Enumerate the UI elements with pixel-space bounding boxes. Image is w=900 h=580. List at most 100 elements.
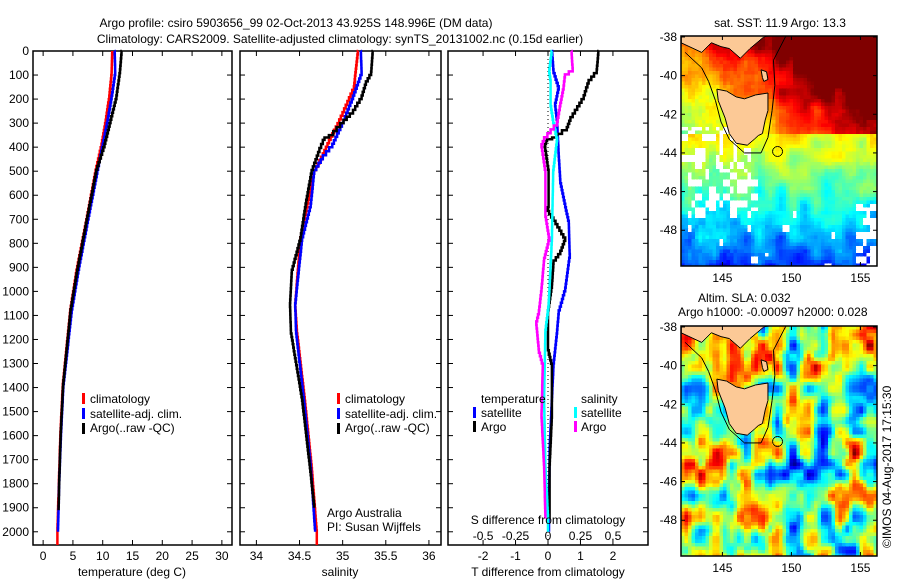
x-tick-label: 36 [422, 549, 436, 563]
x-tick-label: 10 [96, 549, 110, 563]
sla-map [681, 326, 877, 556]
figure-title-line2: Climatology: CARS2009. Satellite-adjuste… [97, 32, 583, 46]
sst-map-axes: 145 150 155 -38 -40 -42 -44 -46 -48 [660, 30, 871, 285]
y-tick-label: 200 [9, 92, 29, 106]
x-tick-label: 35 [336, 549, 350, 563]
legend-swatch-s-argo [574, 421, 577, 432]
legend-label: Argo [581, 420, 607, 434]
map-lat-label: -38 [660, 30, 678, 44]
y-tick-label: 1900 [2, 501, 29, 515]
map-lon-label: 155 [850, 561, 870, 575]
legend-swatch-climatology [337, 393, 340, 404]
x-tick-label: -2 [478, 549, 489, 563]
legend-swatch-satellite [337, 408, 340, 419]
y-tick-label: 600 [9, 188, 29, 202]
y-tick-label: 100 [9, 68, 29, 82]
x2-tick-label: -0.25 [502, 529, 530, 543]
annotation-pi: PI: Susan Wijffels [327, 520, 421, 534]
series-line-salinity-satellite [542, 49, 559, 532]
legend-label: satellite [481, 406, 522, 420]
sla-map-title-line1: Altim. SLA: 0.032 [698, 291, 791, 305]
legend-label: climatology [90, 392, 150, 406]
plot-frame [239, 50, 442, 546]
map-lon-label: 150 [781, 561, 801, 575]
map-lat-label: -42 [660, 397, 678, 411]
temperature-panel: 0100200300400500600700800900100011001200… [2, 44, 233, 563]
x-tick-label: 2 [610, 549, 617, 563]
series-line-argo-raw-qc- [57, 49, 123, 511]
legend-group-title: temperature [481, 392, 546, 406]
x-tick-label: 0 [40, 549, 47, 563]
legend-group-title: salinity [581, 392, 618, 406]
y-tick-label: 0 [22, 44, 29, 58]
y-tick-label: 1100 [3, 308, 29, 322]
legend-swatch-s-satellite [574, 407, 577, 418]
temperature-xlabel: temperature (deg C) [78, 565, 186, 579]
y-tick-label: 700 [9, 212, 29, 226]
series-line-temperature-argo [543, 49, 600, 519]
x-tick-label: 0 [545, 549, 552, 563]
map-lon-label: 150 [781, 271, 801, 285]
x-tick-label: 34 [250, 549, 264, 563]
y-tick-label: 1000 [2, 284, 29, 298]
legend-swatch-satellite [82, 408, 85, 419]
legend-label: satellite-adj. clim. [90, 407, 182, 421]
salinity-panel: 34 34.5 35 35.5 36 [239, 49, 442, 563]
x2-tick-label: 0.5 [605, 529, 622, 543]
map-lon-label: 145 [712, 561, 732, 575]
y-tick-label: 1300 [2, 357, 29, 371]
map-lat-label: -40 [660, 69, 678, 83]
t-difference-xlabel: T difference from climatology [471, 565, 625, 579]
map-lat-label: -46 [660, 185, 678, 199]
series-line-argo-raw-qc- [288, 49, 374, 508]
x2-tick-label: -0.5 [473, 529, 494, 543]
legend-label: Argo(..raw -QC) [90, 421, 175, 435]
map-lat-label: -44 [660, 436, 678, 450]
legend-swatch-argo [82, 423, 85, 434]
map-lat-label: -44 [660, 146, 678, 160]
temperature-legend: climatology satellite-adj. clim. Argo(..… [82, 392, 182, 435]
map-lat-label: -40 [660, 359, 678, 373]
x-tick-label: 35.5 [374, 549, 398, 563]
y-tick-label: 800 [9, 236, 29, 250]
map-lat-label: -42 [660, 107, 678, 121]
legend-label: satellite-adj. clim. [345, 407, 437, 421]
x2-tick-label: 0.25 [569, 529, 593, 543]
map-lat-label: -46 [660, 475, 678, 489]
x-tick-label: 1 [577, 549, 584, 563]
map-lon-label: 155 [850, 271, 870, 285]
sst-map [681, 36, 877, 266]
legend-label: satellite [581, 406, 622, 420]
x-tick-label: 5 [70, 549, 77, 563]
x-tick-label: 20 [156, 549, 170, 563]
sla-map-axes: 145 150 155 -38 -40 -42 -44 -46 -48 [660, 320, 871, 575]
figure-title-line1: Argo profile: csiro 5903656_99 02-Oct-20… [100, 16, 493, 30]
salinity-legend: climatology satellite-adj. clim. Argo(..… [337, 392, 437, 435]
y-tick-label: 500 [9, 164, 29, 178]
y-tick-label: 1600 [2, 429, 29, 443]
legend-swatch-climatology [82, 393, 85, 404]
s-difference-xlabel: S difference from climatology [471, 513, 626, 527]
y-tick-label: 300 [9, 116, 29, 130]
y-tick-label: 1700 [2, 453, 29, 467]
x-tick-label: 30 [215, 549, 229, 563]
x-tick-label: 34.5 [288, 549, 312, 563]
sst-map-title: sat. SST: 11.9 Argo: 13.3 [714, 16, 846, 30]
credit-text: ©IMOS 04-Aug-2017 17:15:30 [880, 385, 894, 548]
map-lon-label: 145 [712, 271, 732, 285]
salinity-xlabel: salinity [322, 565, 359, 579]
annotation-program: Argo Australia [327, 506, 402, 520]
x-tick-label: 15 [126, 549, 140, 563]
y-tick-label: 400 [9, 140, 29, 154]
sla-map-title-line2: Argo h1000: -0.00097 h2000: 0.028 [678, 305, 868, 319]
legend-label: Argo [481, 420, 507, 434]
y-tick-label: 2000 [2, 525, 29, 539]
y-tick-label: 1500 [2, 405, 29, 419]
legend-swatch-t-argo [473, 421, 476, 432]
map-lat-label: -38 [660, 320, 678, 334]
legend-label: Argo(..raw -QC) [345, 421, 430, 435]
legend-swatch-t-satellite [473, 407, 476, 418]
legend-label: climatology [345, 392, 405, 406]
